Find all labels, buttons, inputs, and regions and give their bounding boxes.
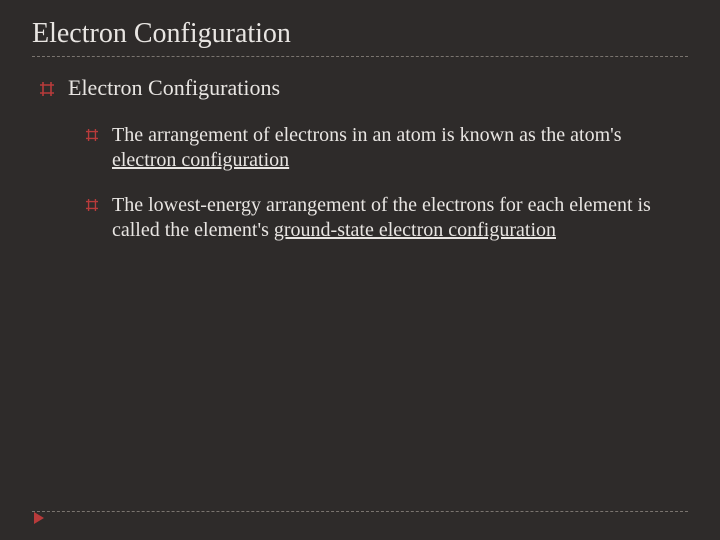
level1-text: Electron Configurations xyxy=(68,75,688,101)
bullet-level1: Electron Configurations xyxy=(40,75,688,101)
divider-top xyxy=(32,56,688,57)
text-underlined: ground-state electron configuration xyxy=(274,219,556,241)
slide: Electron Configuration Electron Configur… xyxy=(0,0,720,540)
level2-text: The lowest-energy arrangement of the ele… xyxy=(112,193,658,243)
text-pre: The arrangement of electrons in an atom … xyxy=(112,124,622,146)
bullet-icon xyxy=(40,82,54,96)
accent-arrow-icon xyxy=(32,511,46,530)
level2-text: The arrangement of electrons in an atom … xyxy=(112,123,658,173)
divider-bottom xyxy=(32,511,688,512)
text-underlined: electron configuration xyxy=(112,149,289,171)
bullet-icon xyxy=(86,199,98,211)
bullet-level2-item: The arrangement of electrons in an atom … xyxy=(86,123,688,173)
bullet-level2-item: The lowest-energy arrangement of the ele… xyxy=(86,193,688,243)
bullet-icon xyxy=(86,129,98,141)
slide-title: Electron Configuration xyxy=(32,18,688,50)
